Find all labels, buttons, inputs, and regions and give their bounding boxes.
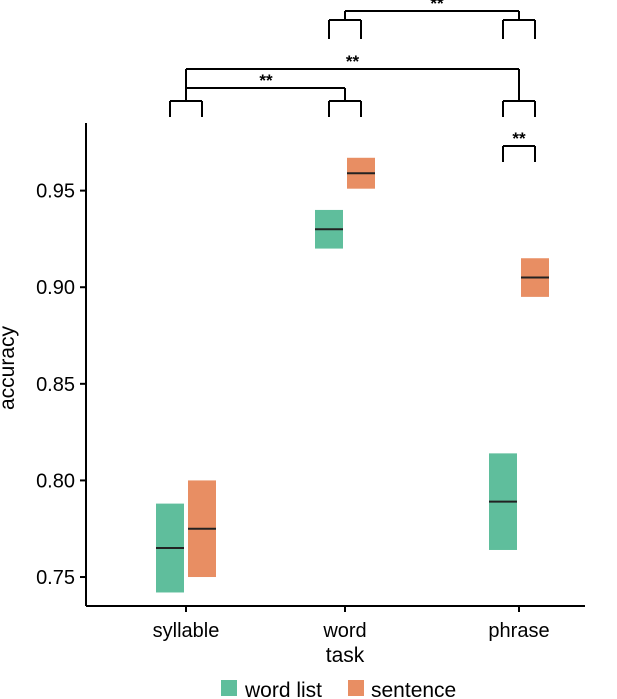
significance-label: ** bbox=[430, 0, 444, 13]
y-ticks: 0.75 0.80 0.85 0.90 0.95 bbox=[36, 181, 86, 589]
y-tick-label: 0.90 bbox=[36, 277, 75, 299]
legend-swatch-sentence bbox=[348, 680, 364, 696]
x-ticks: syllable word phrase bbox=[153, 606, 550, 642]
x-tick-label-word: word bbox=[322, 620, 366, 642]
y-tick-label: 0.95 bbox=[36, 181, 75, 203]
legend-label-sentence: sentence bbox=[371, 679, 456, 699]
crossbars bbox=[156, 157, 549, 593]
significance-label: ** bbox=[512, 129, 526, 148]
x-axis-title: task bbox=[326, 644, 365, 667]
significance-label: ** bbox=[346, 52, 360, 71]
x-tick-label-phrase: phrase bbox=[488, 620, 549, 642]
y-tick-label: 0.75 bbox=[36, 567, 75, 589]
axes bbox=[85, 123, 585, 607]
y-axis-title: accuracy bbox=[0, 325, 19, 410]
x-tick-label-syllable: syllable bbox=[153, 620, 220, 642]
y-tick-label: 0.80 bbox=[36, 470, 75, 492]
legend: word list sentence bbox=[221, 679, 456, 699]
legend-label-word-list: word list bbox=[244, 679, 322, 699]
significance-brackets: ** ** ** ** bbox=[169, 0, 536, 162]
significance-label: ** bbox=[259, 71, 273, 90]
legend-swatch-word-list bbox=[221, 680, 237, 696]
y-tick-label: 0.85 bbox=[36, 374, 75, 396]
